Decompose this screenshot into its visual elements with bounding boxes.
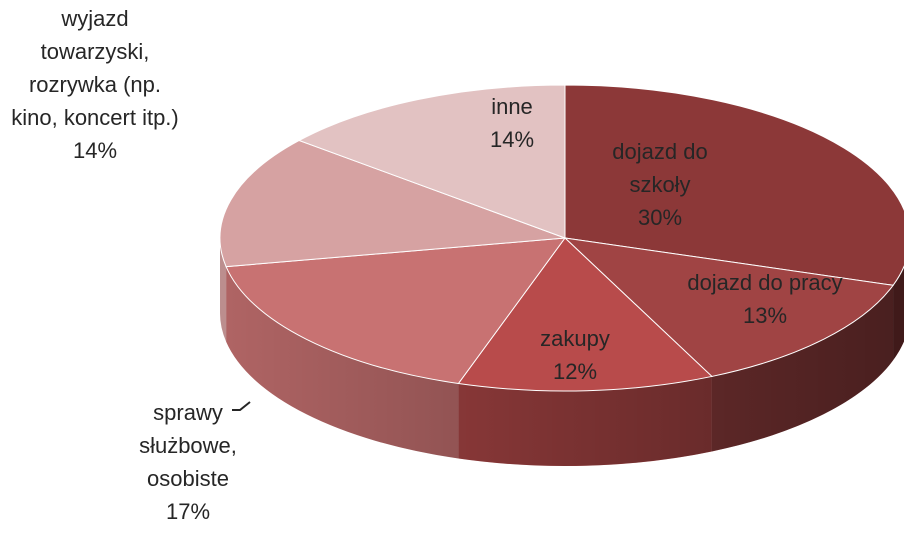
value-label: 17% <box>165 499 211 524</box>
pie-slice <box>219 139 566 268</box>
value-label: 14% <box>72 138 118 163</box>
slice-label: wyjazd towarzyski, rozrywka (np. kino, k… <box>10 2 180 167</box>
category-label: inne <box>491 94 533 119</box>
category-label: zakupy <box>540 326 610 351</box>
leader-line <box>232 401 251 411</box>
category-label: dojazd do pracy <box>687 270 843 295</box>
pie-slice <box>225 237 567 385</box>
category-label: sprawy służbowe, osobiste <box>139 400 237 491</box>
slice-label: dojazd do pracy 13% <box>645 266 885 332</box>
pie-slice <box>563 237 895 377</box>
side-shading <box>220 238 904 466</box>
value-label: 30% <box>637 205 683 230</box>
pie-slice <box>457 237 713 392</box>
value-label: 13% <box>742 303 788 328</box>
pie-slice <box>564 84 904 286</box>
value-label: 14% <box>489 127 535 152</box>
value-label: 12% <box>552 359 598 384</box>
slice-label: inne 14% <box>462 90 562 156</box>
pie-slice <box>297 84 566 239</box>
slice-label: zakupy 12% <box>495 322 655 388</box>
slice-label: sprawy służbowe, osobiste 17% <box>123 396 253 528</box>
category-label: dojazd do szkoły <box>612 139 708 197</box>
slice-label: dojazd do szkoły 30% <box>595 135 725 234</box>
category-label: wyjazd towarzyski, rozrywka (np. kino, k… <box>11 6 179 130</box>
